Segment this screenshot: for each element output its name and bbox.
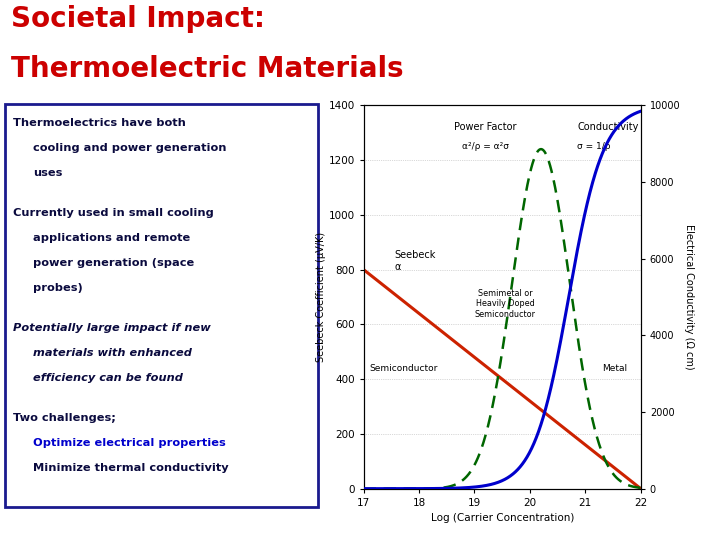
Text: σ = 1/ρ: σ = 1/ρ <box>577 142 611 151</box>
Text: probes): probes) <box>33 283 83 293</box>
Text: Power Factor: Power Factor <box>454 122 517 132</box>
Text: Minimize thermal conductivity: Minimize thermal conductivity <box>33 462 229 472</box>
Text: Thermoelectric Materials: Thermoelectric Materials <box>11 55 404 83</box>
Text: Currently used in small cooling: Currently used in small cooling <box>13 208 214 218</box>
Text: Semimetal or
Heavily Doped
Semiconductor: Semimetal or Heavily Doped Semiconductor <box>474 289 536 319</box>
Y-axis label: Seebeck Coefficient (μV/K): Seebeck Coefficient (μV/K) <box>315 232 325 362</box>
Text: efficiency can be found: efficiency can be found <box>33 373 183 383</box>
X-axis label: Log (Carrier Concentration): Log (Carrier Concentration) <box>431 514 574 523</box>
Text: uses: uses <box>33 168 63 178</box>
Text: Two challenges;: Two challenges; <box>13 413 116 423</box>
Y-axis label: Electrical Conductivity (Ω cm): Electrical Conductivity (Ω cm) <box>684 224 694 370</box>
Text: Metal: Metal <box>602 364 627 373</box>
Text: power generation (space: power generation (space <box>33 258 194 268</box>
Text: Seebeck
α: Seebeck α <box>394 251 436 272</box>
Text: Societal Impact:: Societal Impact: <box>11 5 265 33</box>
Text: Semiconductor: Semiconductor <box>369 364 438 373</box>
Text: Conductivity: Conductivity <box>577 122 639 132</box>
Text: materials with enhanced: materials with enhanced <box>33 348 192 358</box>
Text: applications and remote: applications and remote <box>33 233 191 243</box>
Text: Thermoelectrics have both: Thermoelectrics have both <box>13 118 186 129</box>
Text: Optimize electrical properties: Optimize electrical properties <box>33 437 226 448</box>
Text: Potentially large impact if new: Potentially large impact if new <box>13 323 211 333</box>
Text: α²/ρ = α²σ: α²/ρ = α²σ <box>462 142 509 151</box>
Text: cooling and power generation: cooling and power generation <box>33 143 227 153</box>
